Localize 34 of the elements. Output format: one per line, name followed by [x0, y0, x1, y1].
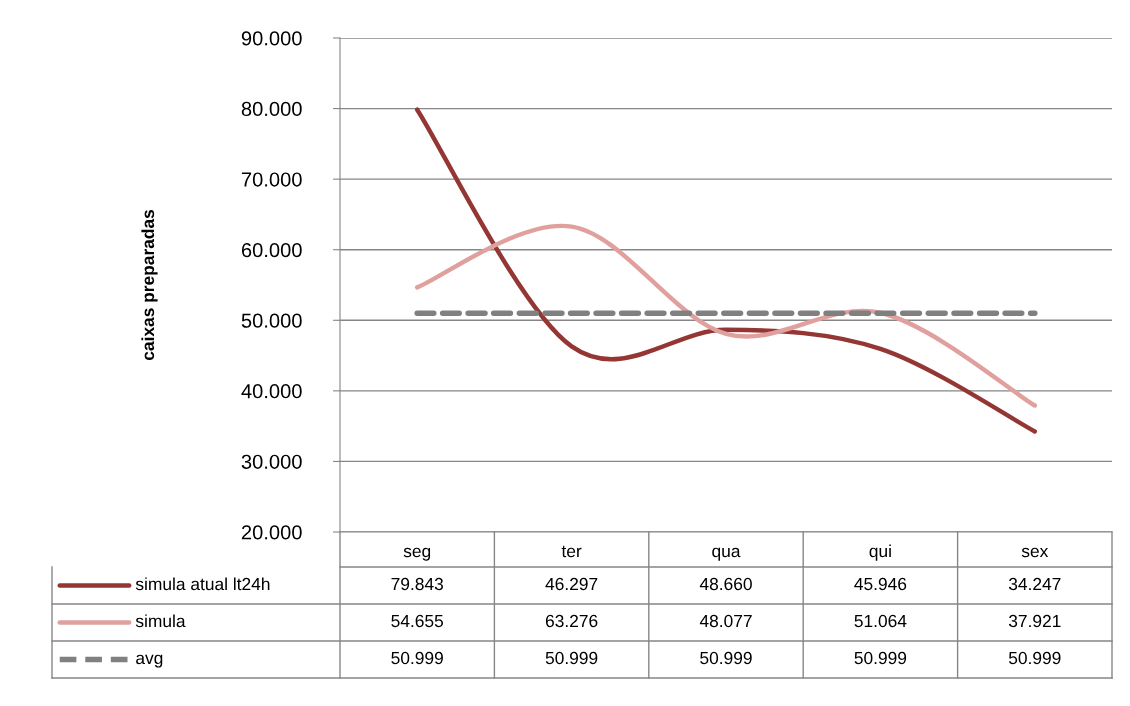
- data-label: 46.297: [545, 577, 598, 591]
- data-label: 37.921: [1008, 614, 1061, 628]
- y-tick-label: 60.000: [241, 242, 302, 258]
- y-tick-label: 30.000: [241, 454, 302, 469]
- x-tick-label: qui: [869, 544, 891, 561]
- data-label: 51.064: [854, 614, 907, 628]
- x-tick-label: seg: [403, 547, 431, 561]
- x-tick-label: qua: [712, 547, 741, 561]
- data-label: 34.247: [1008, 577, 1061, 591]
- data-label: 50.999: [1008, 651, 1061, 665]
- line-series: [414, 107, 1038, 434]
- data-label: 79.843: [391, 577, 443, 591]
- data-label: 50.999: [854, 651, 907, 665]
- y-tick-label: 50.000: [241, 313, 302, 328]
- y-tick-label: 90.000: [241, 31, 302, 46]
- y-tick-label: 40.000: [241, 384, 302, 399]
- data-label: 45.946: [854, 577, 907, 591]
- data-label: 50.999: [391, 651, 443, 665]
- y-tick-label: 70.000: [241, 172, 302, 187]
- legend-label: simula atual lt24h: [135, 577, 270, 591]
- x-tick-label: sex: [1021, 547, 1049, 558]
- legend-label: avg: [136, 654, 163, 668]
- data-label: 50.999: [700, 651, 752, 665]
- y-axis-title: caixas preparadas: [141, 209, 158, 361]
- data-label: 48.660: [699, 577, 752, 591]
- legend-label: simula: [135, 614, 186, 628]
- data-label: 48.077: [699, 614, 752, 628]
- data-label: 50.999: [545, 651, 598, 665]
- y-tick-label: 20.000: [241, 525, 302, 540]
- line-series: [414, 223, 1038, 408]
- x-tick-label: ter: [561, 545, 582, 558]
- data-label: 54.655: [391, 614, 444, 628]
- data-label: 63.276: [545, 614, 598, 628]
- y-tick-label: 80.000: [241, 101, 302, 117]
